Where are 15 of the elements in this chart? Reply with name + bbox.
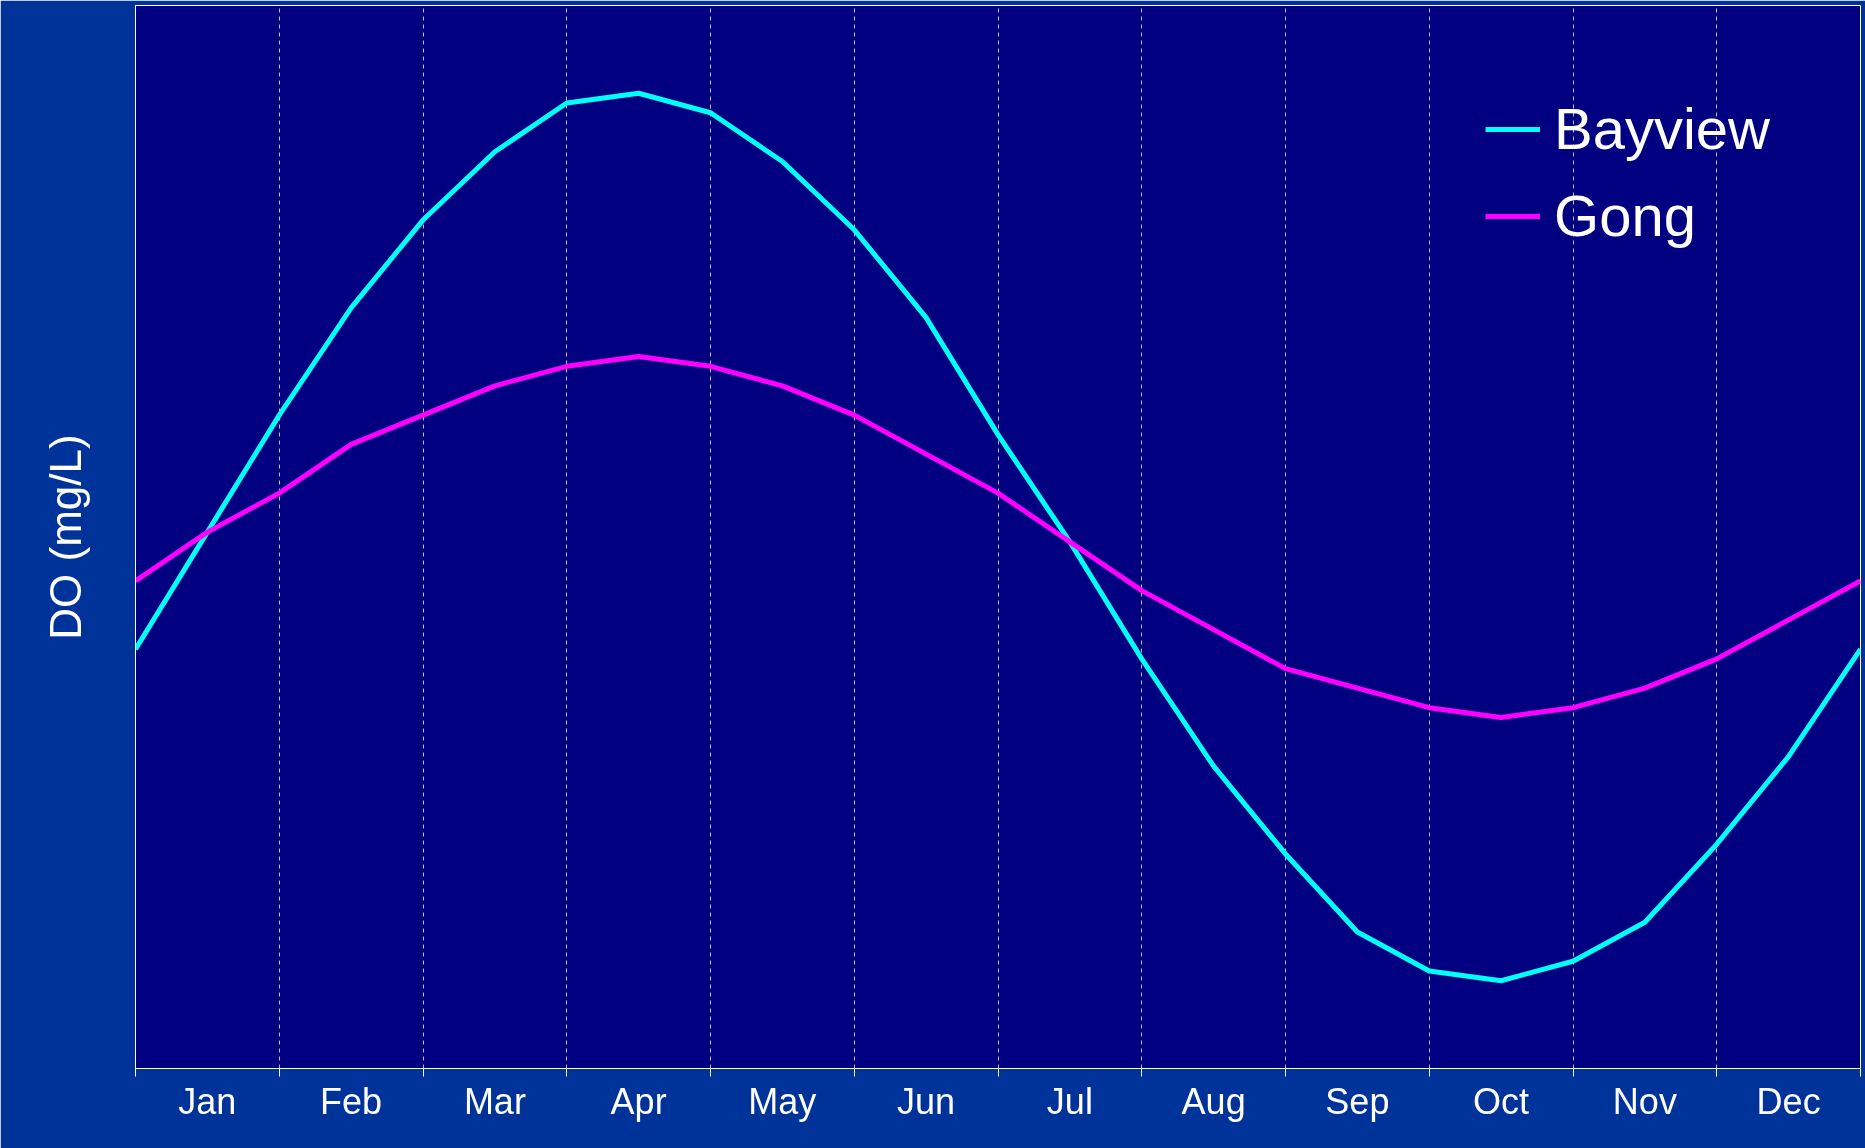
x-tick-label: Oct	[1473, 1080, 1530, 1122]
x-tick-label: Jan	[178, 1080, 237, 1122]
x-tick-label: May	[748, 1080, 817, 1122]
y-axis-title: DO (mg/L)	[40, 434, 90, 640]
x-tick-label: Nov	[1612, 1080, 1677, 1122]
x-tick-label: Dec	[1756, 1080, 1821, 1122]
legend-label: Gong	[1554, 182, 1696, 249]
x-tick-label: Aug	[1181, 1080, 1246, 1122]
x-tick-label: Sep	[1325, 1080, 1390, 1122]
legend-label: Bayview	[1554, 95, 1770, 162]
x-tick-label: Feb	[320, 1080, 383, 1122]
x-tick-label: Apr	[610, 1080, 667, 1122]
x-tick-label: Jul	[1046, 1080, 1093, 1122]
x-tick-label: Jun	[897, 1080, 956, 1122]
x-tick-label: Mar	[463, 1080, 526, 1122]
